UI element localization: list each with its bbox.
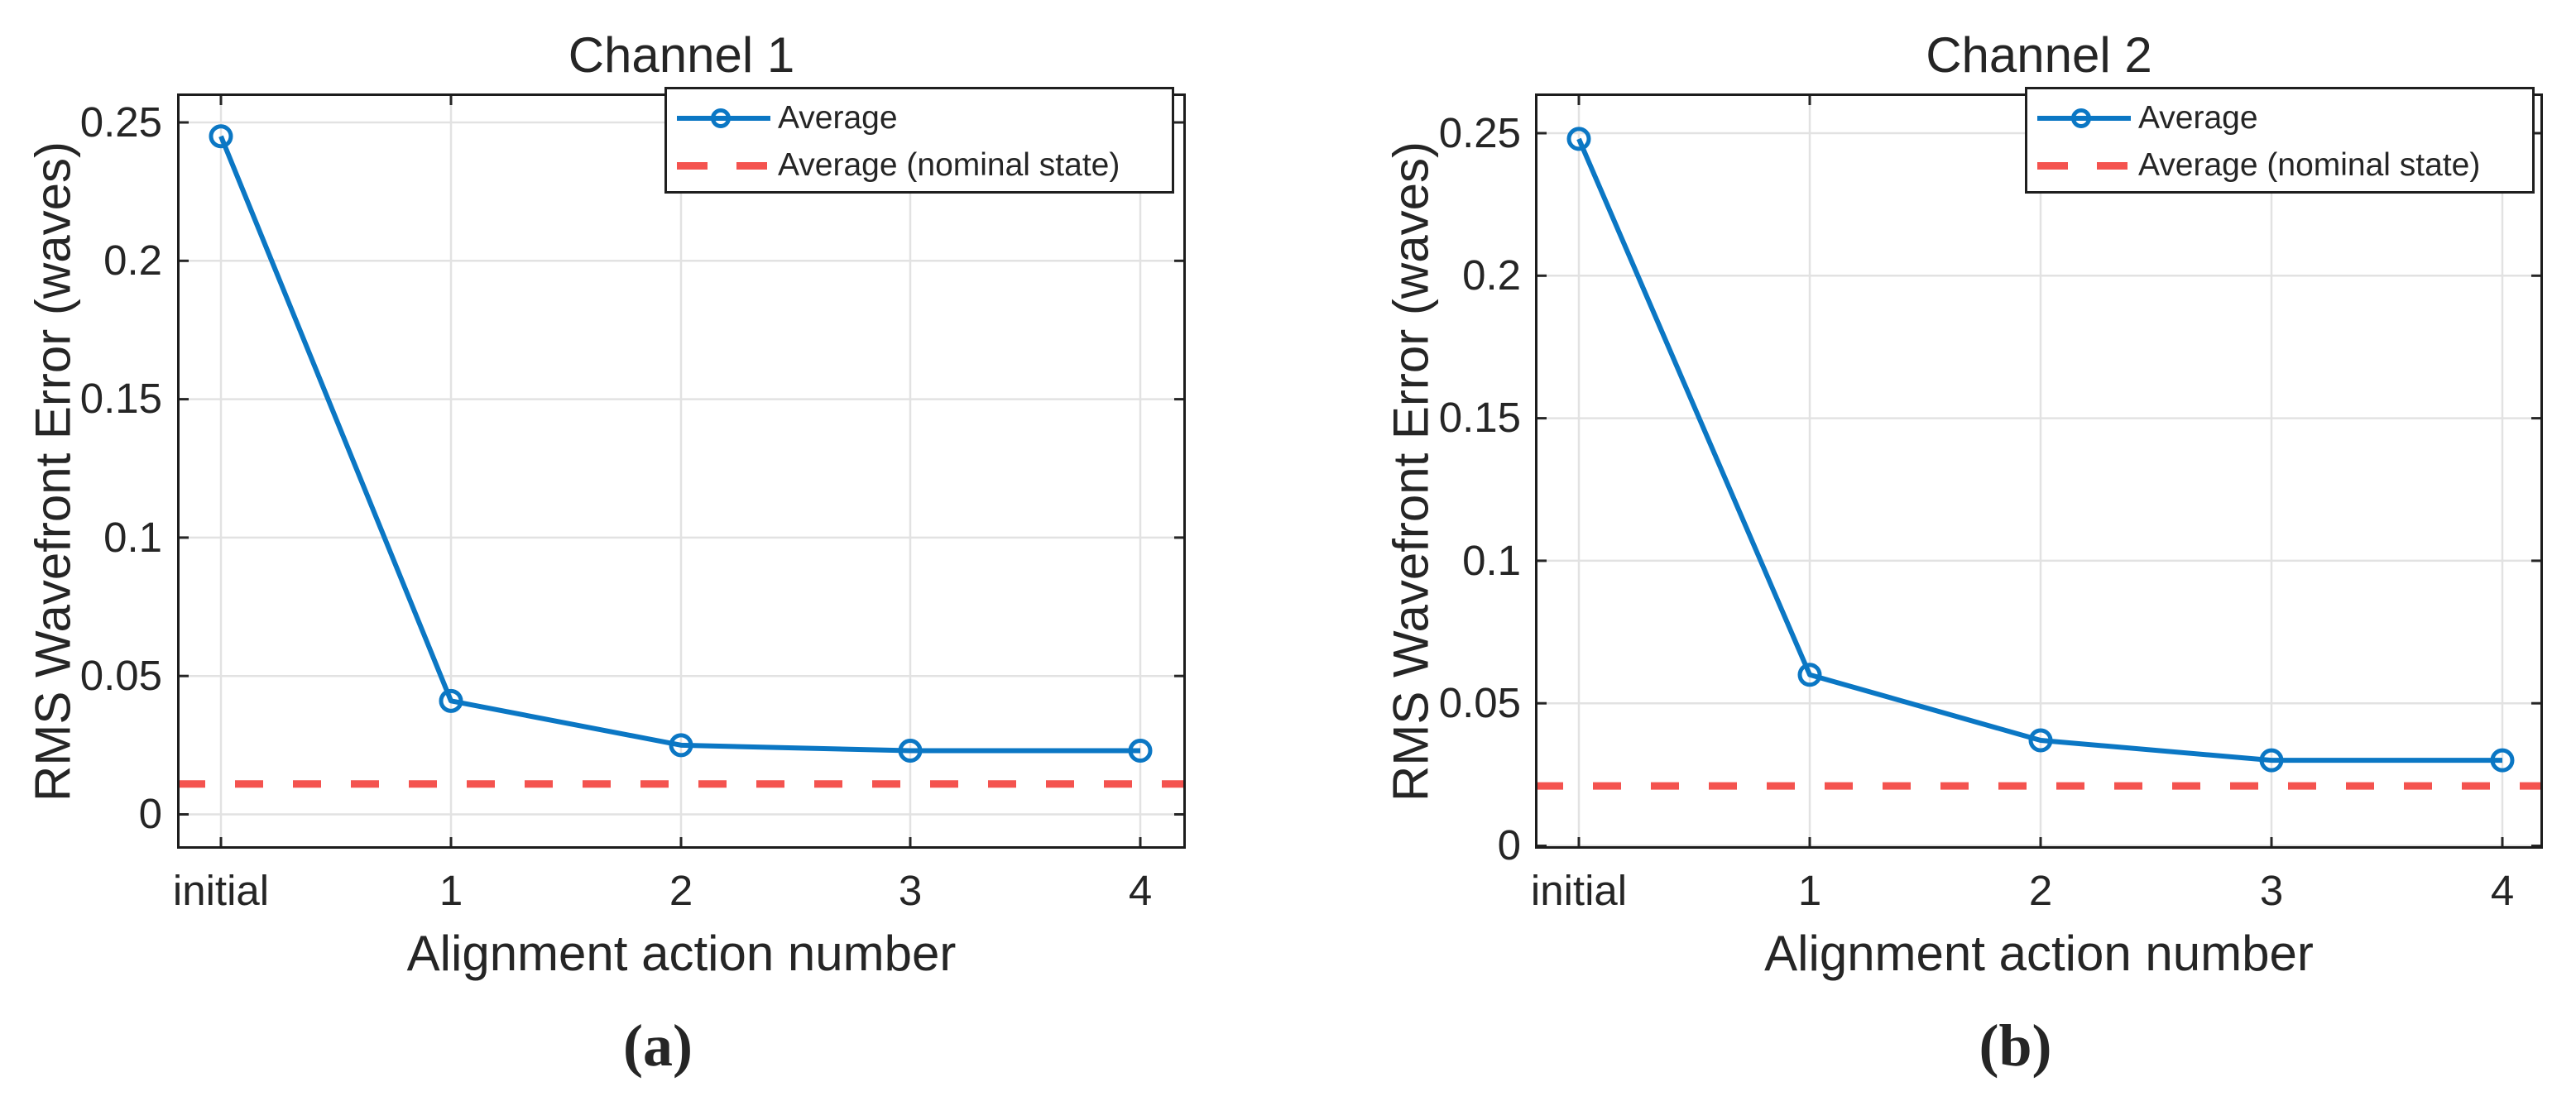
y-axis-label: RMS Wavefront Error (waves) bbox=[1383, 141, 1439, 802]
y-axis-label: RMS Wavefront Error (waves) bbox=[25, 141, 81, 802]
x-tick-label: 1 bbox=[1797, 867, 1822, 914]
y-tick-label: 0.1 bbox=[1462, 537, 1521, 584]
legend: Average Average (nominal state) bbox=[664, 87, 1174, 194]
y-tick-label: 0.1 bbox=[103, 514, 162, 561]
legend-marker-circle-icon bbox=[711, 108, 731, 128]
caption-a: (a) bbox=[623, 1012, 693, 1079]
x-tick-label: 2 bbox=[2028, 867, 2053, 914]
legend-label: Average (nominal state) bbox=[2138, 147, 2481, 183]
x-tick-label: 2 bbox=[669, 867, 693, 914]
caption-b: (b) bbox=[1979, 1012, 2052, 1079]
legend-dash-sample bbox=[736, 162, 767, 170]
chart-title-channel-1: Channel 1 bbox=[568, 27, 795, 83]
x-axis-label: Alignment action number bbox=[1764, 926, 2314, 981]
y-tick-label: 0.25 bbox=[1438, 109, 1521, 156]
y-tick-label: 0.2 bbox=[103, 237, 162, 284]
x-tick-label: 4 bbox=[2490, 867, 2515, 914]
y-tick-label: 0.15 bbox=[79, 375, 162, 422]
x-tick-label: 4 bbox=[1128, 867, 1153, 914]
y-tick-label: 0.15 bbox=[1438, 394, 1521, 441]
x-tick-label: initial bbox=[1530, 867, 1628, 914]
plot-area-channel-2 bbox=[1535, 93, 2543, 849]
plot-area-channel-1 bbox=[177, 93, 1186, 849]
x-tick-label: initial bbox=[172, 867, 270, 914]
x-tick-label: 1 bbox=[439, 867, 463, 914]
legend-label: Average (nominal state) bbox=[778, 147, 1120, 183]
y-tick-label: 0.25 bbox=[79, 98, 162, 146]
y-tick-label: 0 bbox=[1497, 821, 1521, 869]
chart-title-channel-2: Channel 2 bbox=[1926, 27, 2152, 83]
x-axis-label: Alignment action number bbox=[406, 926, 957, 981]
x-tick-label: 3 bbox=[898, 867, 923, 914]
y-tick-label: 0.05 bbox=[79, 652, 162, 699]
y-tick-label: 0.05 bbox=[1438, 679, 1521, 726]
legend-dash-sample bbox=[2037, 162, 2068, 170]
legend-label: Average bbox=[778, 100, 898, 136]
legend: Average Average (nominal state) bbox=[2025, 87, 2535, 194]
y-tick-label: 0 bbox=[138, 790, 162, 837]
legend-dash-sample bbox=[2097, 162, 2127, 170]
legend-label: Average bbox=[2138, 100, 2258, 136]
y-tick-label: 0.2 bbox=[1462, 251, 1521, 299]
legend-marker-circle-icon bbox=[2071, 108, 2091, 128]
legend-dash-sample bbox=[677, 162, 708, 170]
x-tick-label: 3 bbox=[2259, 867, 2284, 914]
